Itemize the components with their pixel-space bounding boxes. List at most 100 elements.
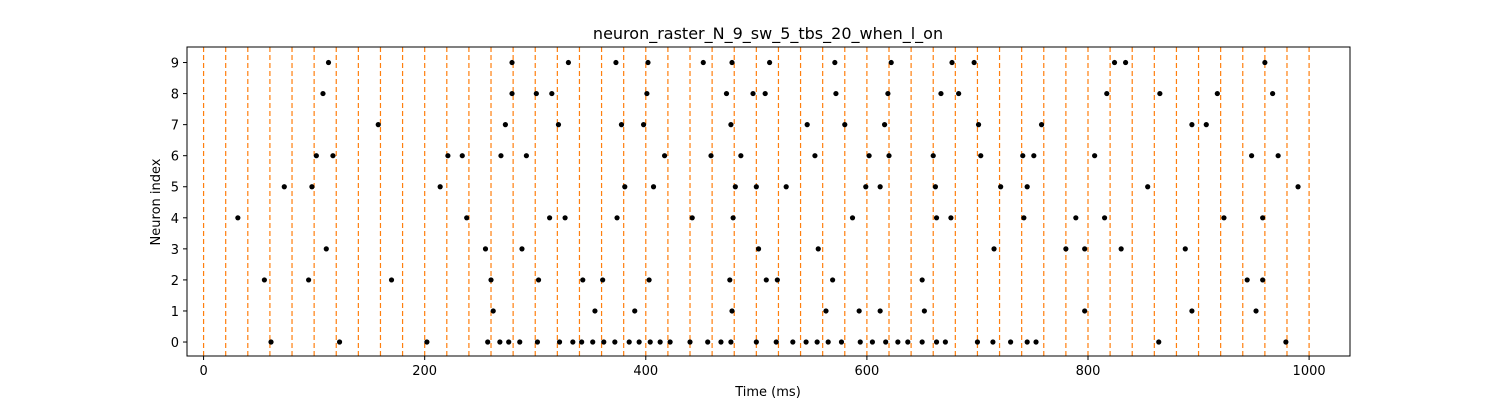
spike-point — [650, 184, 657, 190]
spike-point — [657, 339, 663, 345]
spike-point — [767, 59, 773, 66]
spike-point — [877, 184, 883, 190]
spike-point — [490, 308, 496, 314]
spike-point — [647, 339, 653, 345]
spike-point — [323, 246, 329, 252]
spike-point — [938, 90, 944, 97]
spike-point — [464, 215, 470, 221]
spike-point — [825, 339, 831, 345]
spike-point — [498, 153, 504, 159]
spike-point — [730, 215, 736, 221]
spike-point — [1156, 339, 1162, 345]
spike-point — [502, 122, 508, 128]
spike-point — [948, 215, 954, 221]
y-tick-label: 1 — [171, 305, 179, 320]
spike-point — [750, 90, 756, 97]
spike-point — [1063, 246, 1069, 252]
spike-point — [613, 59, 619, 66]
spike-point — [1020, 153, 1026, 159]
spike-point — [325, 59, 332, 66]
spike-point — [1104, 90, 1110, 97]
spike-point — [1033, 339, 1039, 345]
plot-frame — [186, 46, 1351, 357]
y-tick-label: 0 — [171, 336, 179, 351]
spike-point — [1031, 153, 1037, 159]
spike-point — [644, 90, 650, 97]
spike-point — [978, 153, 984, 159]
spike-point — [485, 339, 491, 345]
y-tick-label: 3 — [171, 243, 179, 258]
spike-point — [1111, 59, 1118, 66]
spike-point — [555, 122, 562, 128]
spike-point — [1214, 90, 1220, 97]
spike-point — [866, 153, 872, 159]
spike-point — [687, 339, 693, 345]
y-tick-label: 9 — [171, 57, 179, 72]
spike-point — [1008, 339, 1014, 345]
x-axis: 0 200 400 600 800 1000 — [199, 356, 1326, 379]
spike-point — [636, 339, 642, 345]
spike-point — [1244, 277, 1250, 283]
spike-point — [1073, 215, 1079, 221]
spike-point — [517, 339, 523, 345]
y-tick-label: 2 — [171, 274, 179, 289]
spike-point — [547, 215, 553, 221]
y-tick-label: 6 — [171, 150, 179, 165]
spike-point — [612, 339, 618, 345]
spike-point — [689, 215, 695, 221]
spike-point — [330, 153, 336, 159]
spike-point — [1082, 308, 1088, 314]
spike-point — [1157, 90, 1163, 97]
spike-point — [1262, 59, 1268, 66]
spike-point — [705, 339, 711, 345]
spike-point — [549, 90, 555, 97]
y-tick-label: 8 — [171, 88, 179, 103]
x-tick-label: 600 — [854, 364, 879, 379]
spike-point — [930, 153, 936, 159]
spike-point — [753, 184, 759, 190]
spike-point — [921, 308, 927, 314]
spike-point — [1203, 122, 1209, 128]
spike-point — [783, 184, 789, 190]
spike-point — [570, 339, 576, 345]
spike-point — [601, 339, 607, 345]
spike-point — [905, 339, 911, 345]
spike-point — [700, 59, 706, 66]
spike-point — [949, 59, 955, 66]
spike-point — [309, 184, 315, 190]
spike-point — [424, 339, 430, 345]
spike-point — [774, 277, 780, 283]
spike-point — [803, 339, 809, 345]
spike-point — [804, 122, 810, 128]
x-tick-label: 400 — [633, 364, 658, 379]
spike-point — [488, 277, 494, 283]
spike-point — [832, 59, 838, 66]
spike-point — [942, 339, 948, 345]
spike-point — [763, 277, 769, 283]
spike-point — [509, 59, 515, 66]
spike-point — [667, 339, 673, 345]
spike-point — [1283, 339, 1289, 345]
spike-point — [838, 339, 845, 345]
spike-point — [261, 277, 267, 283]
spike-point — [437, 184, 443, 190]
spike-point — [313, 153, 319, 159]
spike-point — [556, 339, 563, 345]
spike-point — [320, 90, 326, 97]
spike-point — [1270, 90, 1276, 97]
spike-point — [830, 277, 836, 283]
spike-point — [886, 153, 892, 159]
spike-point — [974, 339, 981, 345]
spike-point — [728, 339, 734, 345]
spike-point — [614, 215, 620, 221]
spike-point — [869, 339, 876, 345]
spike-point — [933, 339, 940, 345]
spike-point — [919, 339, 925, 345]
spike-point — [895, 339, 901, 345]
spike-point — [579, 339, 585, 345]
spike-point — [519, 246, 525, 252]
spike-point — [975, 122, 982, 128]
spike-point — [1024, 184, 1030, 190]
spike-point — [773, 339, 779, 345]
spike-point — [723, 90, 730, 97]
